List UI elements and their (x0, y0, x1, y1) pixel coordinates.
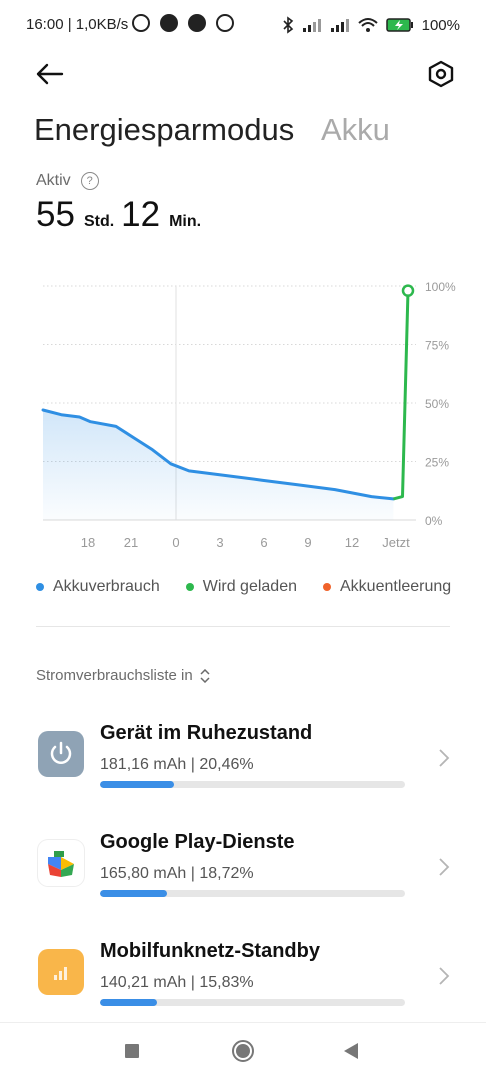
chevron-right-icon (439, 967, 450, 985)
usage-list-label: Stromverbrauchsliste in (36, 667, 193, 684)
battery-chart: 100% 75% 50% 25% 0% 18 21 0 3 6 9 12 Jetzt (41, 280, 456, 550)
y-tick-label: 75% (425, 339, 449, 353)
current-level-point (401, 284, 415, 297)
usage-line (41, 408, 395, 501)
divider (36, 626, 450, 627)
hours-unit: Std. (83, 213, 115, 230)
system-navigation-bar (0, 1022, 486, 1081)
chevron-right-icon (439, 858, 450, 876)
usage-bar (100, 999, 405, 1006)
battery-percent: 100% (421, 16, 460, 34)
legend-label-usage: Akkuverbrauch (53, 578, 160, 595)
facebook-icon (188, 14, 206, 32)
status-system-icons: 100% (282, 16, 460, 34)
back-nav-button[interactable] (342, 1042, 360, 1060)
list-item-ruhezustand[interactable]: Gerät im Ruhezustand 181,16 mAh | 20,46% (0, 712, 486, 818)
usage-bar-fill (100, 999, 157, 1006)
app-usage-value: 165,80 mAh | 18,72% (100, 865, 254, 882)
x-tick-label: 21 (124, 535, 138, 550)
app-name: Gerät im Ruhezustand (100, 722, 313, 744)
list-item-google-play-dienste[interactable]: Google Play-Dienste 165,80 mAh | 18,72% (0, 821, 486, 927)
tab-energiesparmodus[interactable]: Energiesparmodus (34, 112, 295, 147)
app-usage-value: 140,21 mAh | 15,83% (100, 974, 254, 991)
legend-dot-drain (323, 583, 331, 591)
legend-dot-charging (185, 583, 194, 591)
settings-button[interactable] (427, 60, 455, 88)
alarm-icon (132, 14, 150, 32)
x-tick-label: Jetzt (382, 535, 410, 550)
signal-icon (302, 19, 321, 32)
active-label: Aktiv (36, 172, 71, 189)
cellular-icon (38, 949, 84, 995)
fitness-icon (216, 14, 234, 32)
app-name: Mobilfunknetz-Standby (100, 940, 320, 962)
usage-bar-fill (100, 890, 168, 897)
wifi-icon (357, 18, 378, 32)
back-button[interactable] (34, 58, 66, 90)
chart-legend: Akkuverbrauch Wird geladen Akkuentleerun… (36, 578, 451, 596)
y-tick-label: 50% (425, 397, 449, 411)
legend-label-charging: Wird geladen (202, 578, 297, 595)
tab-akku[interactable]: Akku (321, 112, 390, 147)
app-usage-value: 181,16 mAh | 20,46% (100, 756, 254, 773)
hours-value: 55 (36, 195, 75, 234)
facebook-icon (160, 14, 178, 32)
signal-icon (330, 19, 349, 32)
power-icon (38, 731, 84, 777)
legend-item-usage: Akkuverbrauch (36, 578, 160, 596)
y-tick-label: 100% (425, 280, 456, 294)
chevron-right-icon (439, 749, 450, 767)
charging-line (393, 290, 410, 501)
usage-area (43, 410, 394, 520)
sort-chevrons-icon (200, 668, 210, 683)
legend-label-drain: Akkuentleerung (340, 578, 452, 595)
minutes-unit: Min. (169, 213, 202, 230)
status-time-speed: 16:00 | 1,0KB/s (26, 16, 129, 33)
bluetooth-icon (283, 16, 293, 34)
y-tick-label: 25% (425, 456, 449, 470)
home-button[interactable] (231, 1039, 255, 1063)
x-tick-label: 9 (304, 535, 311, 550)
status-bar: 16:00 | 1,0KB/s 100% (0, 0, 486, 50)
usage-list-sort-selector[interactable]: Stromverbrauchsliste in (36, 667, 210, 684)
minutes-value: 12 (121, 195, 161, 234)
legend-item-charging: Wird geladen (185, 578, 297, 596)
recents-button[interactable] (124, 1043, 140, 1059)
usage-bar-fill (100, 781, 174, 788)
active-label-row: Aktiv ? (36, 172, 99, 190)
status-notification-icons (132, 14, 234, 32)
x-tick-label: 18 (81, 535, 95, 550)
x-tick-label: 0 (172, 535, 179, 550)
usage-bar (100, 890, 405, 897)
x-tick-label: 6 (260, 535, 267, 550)
list-item-mobilfunknetz-standby[interactable]: Mobilfunknetz-Standby 140,21 mAh | 15,83… (0, 930, 486, 1036)
active-duration: 55 Std. 12 Min. (36, 195, 208, 235)
x-tick-label: 12 (345, 535, 359, 550)
x-tick-label: 3 (216, 535, 223, 550)
help-icon[interactable]: ? (80, 172, 99, 190)
legend-dot-usage (36, 583, 44, 591)
usage-bar (100, 781, 405, 788)
battery-charging-icon (385, 18, 413, 32)
app-name: Google Play-Dienste (100, 831, 295, 853)
legend-item-drain: Akkuentleerung (323, 578, 451, 596)
y-tick-label: 0% (425, 514, 443, 528)
google-play-services-icon (38, 840, 84, 886)
